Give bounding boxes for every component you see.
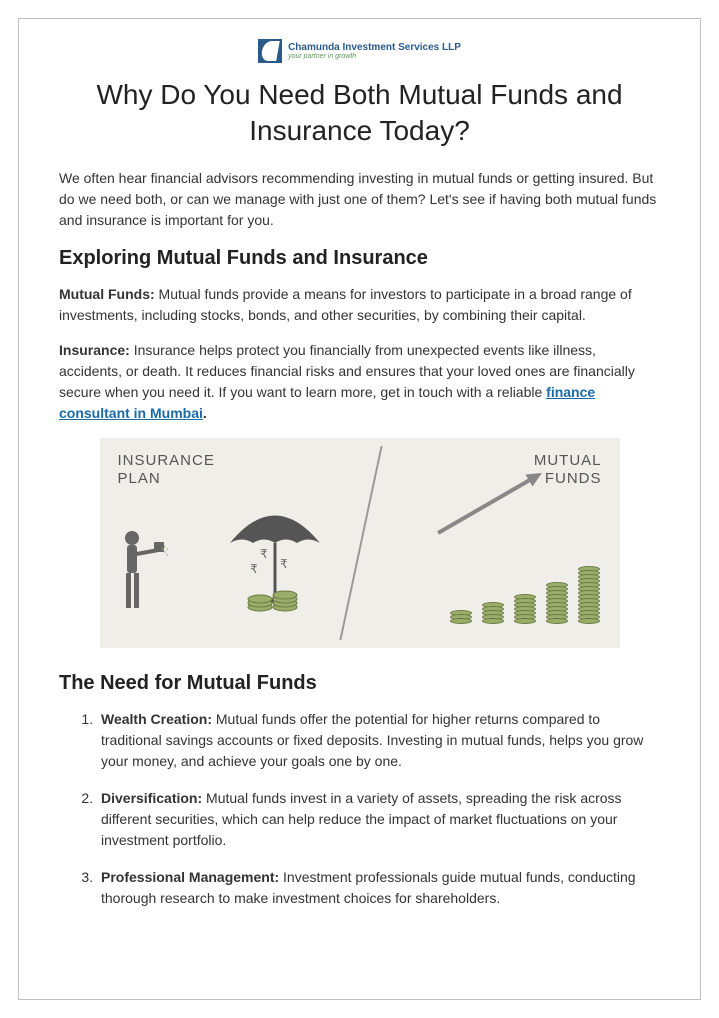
page-title: Why Do You Need Both Mutual Funds and In… <box>59 77 660 150</box>
list-item: Professional Management: Investment prof… <box>97 867 660 909</box>
mutual-funds-label: MUTUAL FUNDS <box>378 452 602 488</box>
coin-icon <box>450 618 472 624</box>
label-funds: FUNDS <box>545 470 602 487</box>
coin-stack <box>482 604 504 624</box>
needs-list: Wealth Creation: Mutual funds offer the … <box>97 709 660 909</box>
intro-paragraph: We often hear financial advisors recomme… <box>59 168 660 231</box>
insurance-plan-label: INSURANCE PLAN <box>118 452 342 488</box>
ins-text-b: . <box>203 405 207 421</box>
coin-stack <box>514 596 536 624</box>
infographic-panel: INSURANCE PLAN <box>100 438 620 648</box>
insurance-definition: Insurance: Insurance helps protect you f… <box>59 340 660 424</box>
label-insurance: INSURANCE <box>118 452 215 469</box>
label-plan: PLAN <box>118 470 161 487</box>
logo-text-block: Chamunda Investment Services LLP your pa… <box>288 43 461 60</box>
list-item: Wealth Creation: Mutual funds offer the … <box>97 709 660 772</box>
need-label: Professional Management: <box>101 869 279 885</box>
mf-label: Mutual Funds: <box>59 286 155 302</box>
document-page: Chamunda Investment Services LLP your pa… <box>18 18 701 1000</box>
coin-icon <box>482 618 504 624</box>
coin-stack <box>450 612 472 624</box>
section-heading-need: The Need for Mutual Funds <box>59 672 660 695</box>
company-name: Chamunda Investment Services LLP <box>288 43 461 53</box>
mutual-funds-definition: Mutual Funds: Mutual funds provide a mea… <box>59 284 660 326</box>
need-label: Diversification: <box>101 790 202 806</box>
need-label: Wealth Creation: <box>101 711 212 727</box>
svg-text:₹: ₹ <box>280 557 288 571</box>
logo-icon <box>258 39 282 63</box>
umbrella-coins-icon: ₹ ₹ ₹ <box>220 498 330 618</box>
ins-label: Insurance: <box>59 342 130 358</box>
logo-header: Chamunda Investment Services LLP your pa… <box>59 39 660 63</box>
coin-stack <box>546 584 568 624</box>
coin-stack <box>578 568 600 624</box>
coin-icon <box>514 618 536 624</box>
person-watering-icon <box>118 528 168 618</box>
infographic-right: MUTUAL FUNDS <box>360 438 620 648</box>
infographic-left: INSURANCE PLAN <box>100 438 360 648</box>
list-item: Diversification: Mutual funds invest in … <box>97 788 660 851</box>
svg-text:₹: ₹ <box>260 547 268 561</box>
svg-text:₹: ₹ <box>250 562 258 576</box>
company-tagline: your partner in growth <box>288 53 461 60</box>
label-mutual: MUTUAL <box>534 452 602 469</box>
section-heading-explore: Exploring Mutual Funds and Insurance <box>59 247 660 270</box>
coin-icon <box>578 618 600 624</box>
coin-stacks <box>450 568 600 624</box>
coin-icon <box>546 618 568 624</box>
